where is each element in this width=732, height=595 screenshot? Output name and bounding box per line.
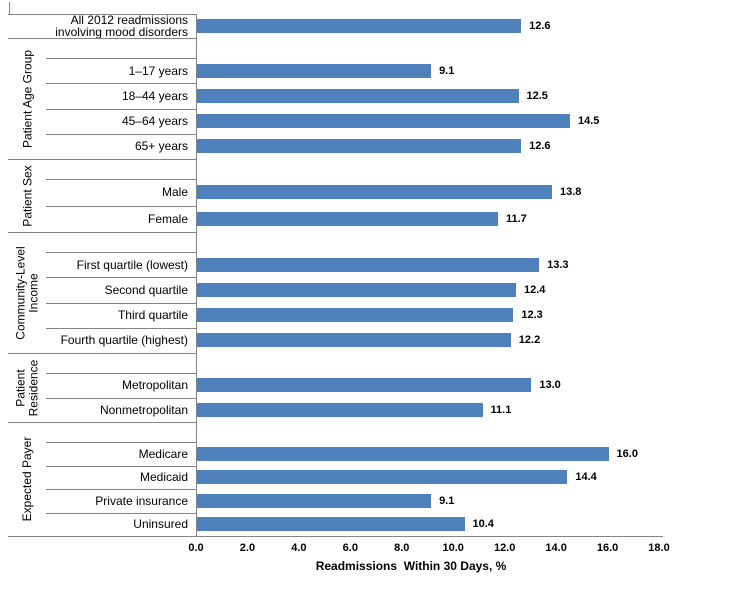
group-label-text: Patient Sex (19, 164, 34, 227)
bar (197, 333, 511, 348)
bar (197, 493, 432, 508)
bar-value-label: 13.8 (559, 186, 582, 199)
x-axis-title: Readmissions Within 30 Days, % (315, 559, 507, 573)
category-separator-line (46, 83, 196, 85)
x-tick-label: 6.0 (342, 542, 358, 554)
group-label: Community-Level Income (8, 232, 46, 353)
bar (197, 470, 568, 485)
bar-value-label: 12.5 (526, 89, 548, 102)
group-separator-line (8, 38, 196, 39)
category-label: Male (161, 185, 188, 200)
bar-value-label: 13.3 (547, 258, 569, 271)
category-label: Nonmetropolitan (99, 402, 188, 417)
category-label: Metropolitan (121, 378, 188, 393)
bar-value-label: 12.4 (523, 283, 546, 296)
x-tick-label: 14.0 (545, 542, 567, 554)
category-label: Third quartile (117, 308, 188, 323)
bar (197, 517, 465, 532)
category-separator-line (46, 512, 196, 514)
bar (197, 308, 514, 323)
group-separator-line (8, 353, 196, 354)
group-label-text: Patient Age Group (19, 49, 34, 148)
group-label-text: Expected Payer (19, 436, 34, 522)
category-separator-line (46, 442, 196, 443)
bar (197, 139, 522, 154)
bar (197, 402, 483, 417)
group-separator-line (8, 422, 196, 423)
category-axis-line (196, 14, 197, 536)
x-tick-label: 2.0 (239, 542, 256, 554)
category-separator-line (46, 465, 196, 467)
category-label: 65+ years (134, 139, 188, 154)
category-separator-line (46, 397, 196, 399)
bar-value-label: 16.0 (616, 447, 638, 460)
group-label-text: Community-Level Income (13, 245, 40, 340)
bar-value-label: 12.6 (529, 140, 551, 153)
bar (197, 88, 519, 103)
x-tick-label: 0.0 (188, 542, 204, 554)
x-tick-label: 10.0 (442, 542, 464, 554)
bar (197, 185, 552, 200)
category-separator-line (46, 327, 196, 329)
category-separator-line (46, 179, 196, 180)
bar (197, 211, 498, 226)
group-label: Patient Residence (8, 353, 46, 422)
group-separator-line (8, 14, 196, 15)
category-label: Second quartile (104, 282, 188, 297)
group-label: Patient Age Group (8, 38, 46, 159)
category-label: Medicare (138, 446, 188, 461)
bar (197, 63, 432, 78)
category-separator-line (46, 58, 196, 59)
category-label: 1–17 years (128, 63, 188, 78)
bar-value-label: 12.2 (518, 334, 541, 347)
axis-corner-tick (9, 2, 10, 14)
category-label: Female (147, 211, 188, 226)
category-separator-line (46, 302, 196, 304)
bar-value-label: 13.0 (539, 379, 561, 392)
x-tick-label: 8.0 (394, 542, 410, 554)
group-separator-line (8, 159, 196, 160)
bar-value-label: 10.4 (472, 518, 494, 531)
bar (197, 19, 522, 33)
group-label-text: Patient Residence (13, 359, 40, 416)
bar-value-label: 11.1 (490, 403, 512, 416)
x-tick-label: 16.0 (596, 542, 619, 554)
bar (197, 378, 532, 393)
category-label: Fourth quartile (highest) (60, 333, 188, 348)
bar-value-label: 12.6 (529, 20, 551, 32)
bar (197, 257, 540, 272)
bar-value-label: 9.1 (439, 64, 455, 77)
x-tick-label: 4.0 (291, 542, 307, 554)
bar (197, 282, 516, 297)
bar (197, 446, 609, 461)
category-separator-line (46, 205, 196, 207)
category-label: Uninsured (133, 517, 188, 532)
group-label: Patient Sex (8, 159, 46, 232)
group-separator-line (8, 232, 196, 233)
category-separator-line (46, 277, 196, 279)
category-label: 45–64 years (121, 114, 188, 129)
x-tick-label: 18.0 (648, 542, 670, 554)
value-axis-line (8, 536, 663, 537)
bar-value-label: 11.7 (505, 212, 527, 225)
group-label: Expected Payer (8, 422, 46, 536)
category-label: Medicaid (139, 470, 188, 485)
bar-value-label: 9.1 (439, 494, 455, 507)
category-separator-line (46, 252, 196, 253)
category-label: First quartile (lowest) (76, 257, 188, 272)
category-separator-line (46, 133, 196, 135)
bar-value-label: 12.3 (521, 309, 543, 322)
category-separator-line (46, 108, 196, 110)
category-label: Private insurance (95, 493, 188, 508)
x-tick-label: 12.0 (493, 542, 516, 554)
category-separator-line (46, 373, 196, 374)
category-separator-line (46, 489, 196, 490)
category-label: 18–44 years (121, 88, 188, 103)
bar-value-label: 14.5 (577, 115, 600, 128)
bar-value-label: 14.4 (575, 471, 597, 484)
bar (197, 114, 570, 129)
category-label: All 2012 readmissions involving mood dis… (55, 13, 188, 39)
